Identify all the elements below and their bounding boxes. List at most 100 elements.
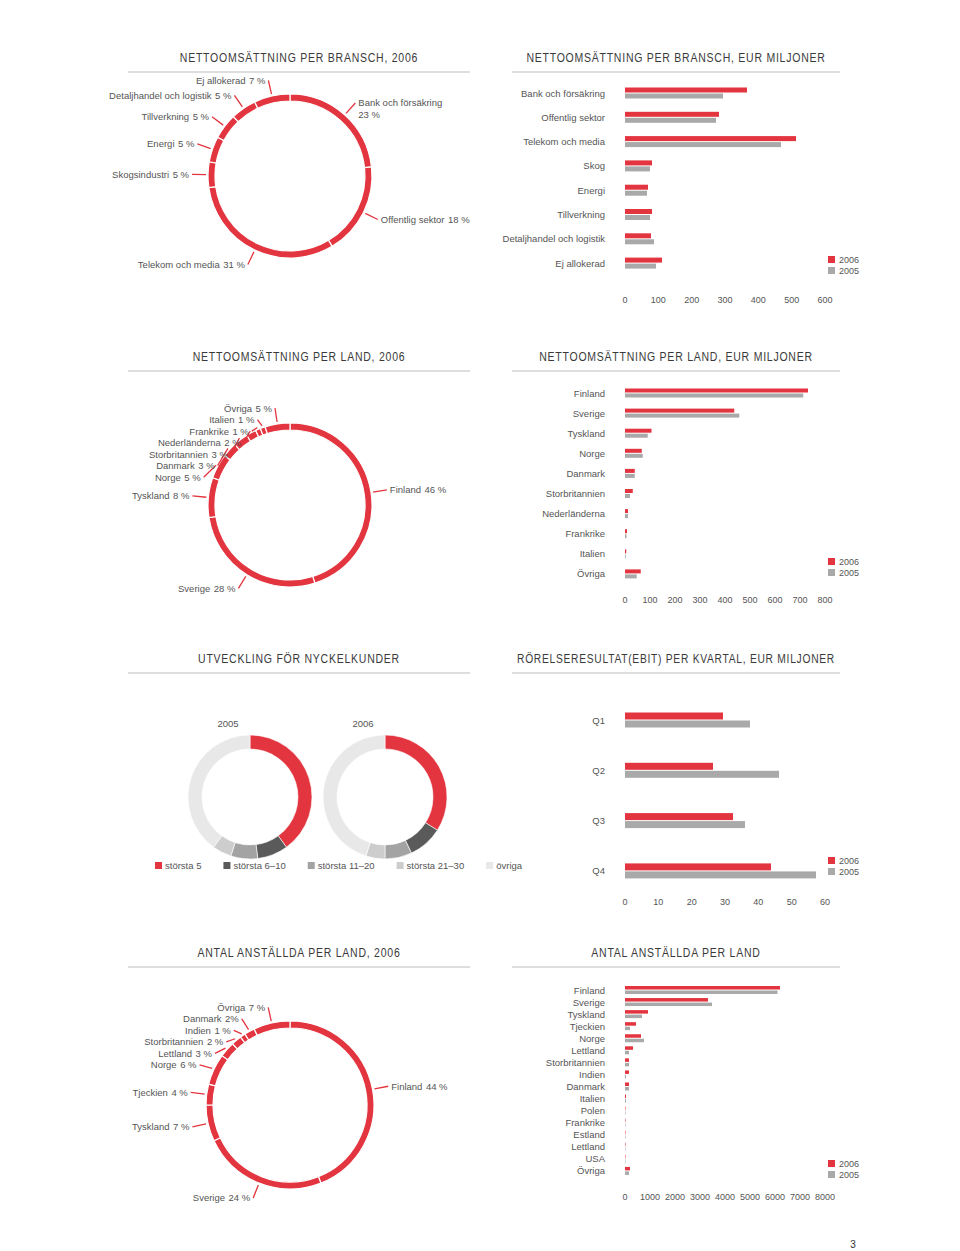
donut-slice bbox=[255, 94, 290, 108]
title-rule bbox=[512, 72, 840, 73]
slice-category: Skogsindustri bbox=[112, 169, 169, 180]
legend-label: största 6–10 bbox=[233, 860, 285, 871]
leader-line bbox=[238, 576, 245, 588]
bar bbox=[625, 1099, 626, 1103]
slice-category: Ej allokerad bbox=[196, 75, 246, 86]
slice-category: Italien bbox=[209, 414, 234, 425]
category-label: Sverige bbox=[573, 408, 605, 419]
tick-label: 5000 bbox=[740, 1192, 760, 1202]
tick-label: 4000 bbox=[715, 1192, 735, 1202]
chart-title: ANTAL ANSTÄLLDA PER LAND, 2006 bbox=[197, 946, 400, 960]
bar bbox=[625, 1046, 633, 1050]
leader-line bbox=[268, 1007, 271, 1021]
bar bbox=[625, 986, 780, 990]
legend-swatch bbox=[223, 862, 230, 869]
legend-swatch bbox=[828, 857, 835, 864]
bar bbox=[625, 514, 628, 518]
slice-label: Finland44 % bbox=[391, 1081, 448, 1092]
leader-line bbox=[192, 1124, 206, 1127]
bar bbox=[625, 264, 656, 269]
bar bbox=[625, 142, 781, 147]
chart-title: ANTAL ANSTÄLLDA PER LAND bbox=[591, 946, 760, 960]
category-label: Bank och försäkring bbox=[521, 88, 605, 99]
chart-title: NETTOOMSÄTTNING PER BRANSCH, EUR MILJONE… bbox=[526, 51, 825, 65]
donut-slice bbox=[214, 1138, 321, 1189]
leader-line bbox=[200, 1065, 213, 1068]
slice-label: Detaljhandel och logistik5 % bbox=[109, 90, 232, 101]
tick-label: 0 bbox=[622, 595, 627, 605]
plot-area bbox=[625, 986, 780, 1175]
bar bbox=[625, 1070, 629, 1074]
slice-category: Bank och försäkring bbox=[358, 97, 442, 108]
legend-label: största 21–30 bbox=[407, 860, 465, 871]
slice-label: Sverige28 % bbox=[178, 583, 236, 594]
slice-label: Nederländerna2 % bbox=[158, 437, 241, 448]
category-label: Frankrike bbox=[565, 528, 605, 539]
leader-line bbox=[248, 252, 254, 265]
slice-value: 18 % bbox=[448, 214, 470, 225]
bar bbox=[625, 509, 628, 513]
bar bbox=[625, 1034, 641, 1038]
legend-swatch bbox=[155, 862, 162, 869]
tick-label: 7000 bbox=[790, 1192, 810, 1202]
category-label: Frankrike bbox=[565, 1117, 605, 1128]
slice-label: Danmark2% bbox=[183, 1013, 239, 1024]
category-label: Q1 bbox=[592, 715, 605, 726]
slice-category: Tyskland bbox=[132, 490, 170, 501]
category-label: Finland bbox=[574, 985, 605, 996]
bar bbox=[625, 1095, 626, 1099]
bar bbox=[625, 409, 734, 413]
category-label: Energi bbox=[578, 185, 605, 196]
legend-label: 2005 bbox=[839, 867, 859, 877]
legend-swatch bbox=[828, 868, 835, 875]
bar bbox=[625, 554, 626, 558]
slice-category: Frankrike bbox=[189, 426, 229, 437]
legend-label: största 11–20 bbox=[318, 860, 375, 871]
bar bbox=[625, 1123, 626, 1127]
legend-label: 2005 bbox=[839, 266, 859, 276]
bar bbox=[625, 998, 708, 1002]
bar bbox=[625, 771, 779, 778]
category-label: Sverige bbox=[573, 997, 605, 1008]
bar bbox=[625, 494, 630, 498]
bar bbox=[625, 449, 642, 453]
slice-value: 2 % bbox=[224, 437, 241, 448]
slice-value: 5 % bbox=[173, 169, 190, 180]
bar bbox=[625, 474, 635, 478]
tick-label: 1000 bbox=[640, 1192, 660, 1202]
bar bbox=[625, 1159, 626, 1163]
bar bbox=[625, 863, 771, 870]
slice-category: Norge bbox=[151, 1059, 177, 1070]
donut bbox=[188, 735, 312, 859]
category-label: Tjeckien bbox=[570, 1021, 605, 1032]
leader-line bbox=[275, 408, 277, 422]
slice-label: Tyskland7 % bbox=[132, 1121, 190, 1132]
category-label: USA bbox=[585, 1153, 605, 1164]
slice-category: Finland bbox=[390, 484, 421, 495]
slice-value: 1 % bbox=[238, 414, 255, 425]
plot-area bbox=[625, 389, 808, 579]
title-rule bbox=[128, 371, 470, 372]
leader-line bbox=[365, 213, 378, 219]
category-label: Q3 bbox=[592, 815, 605, 826]
donut-slice bbox=[385, 840, 411, 859]
donut-slice bbox=[209, 187, 332, 258]
tick-label: 0 bbox=[622, 897, 627, 907]
bar bbox=[625, 394, 803, 398]
bar bbox=[625, 1167, 630, 1171]
slice-category: Tyskland bbox=[132, 1121, 170, 1132]
slice-category: Tjeckien bbox=[133, 1087, 168, 1098]
slice-value: 1 % bbox=[232, 426, 249, 437]
slice-category: Finland bbox=[391, 1081, 422, 1092]
slice-label: Telekom och media31 % bbox=[138, 259, 246, 270]
category-label: Storbritannien bbox=[546, 488, 605, 499]
slice-label: Övriga5 % bbox=[224, 403, 272, 414]
legend-swatch bbox=[828, 1171, 835, 1178]
slice-label: Storbritannien3 % bbox=[149, 449, 229, 460]
bar bbox=[625, 118, 716, 123]
leader-line bbox=[374, 1086, 388, 1089]
category-label: Danmark bbox=[566, 468, 605, 479]
tick-label: 500 bbox=[742, 595, 757, 605]
bar bbox=[625, 574, 637, 578]
legend-swatch bbox=[397, 862, 404, 869]
